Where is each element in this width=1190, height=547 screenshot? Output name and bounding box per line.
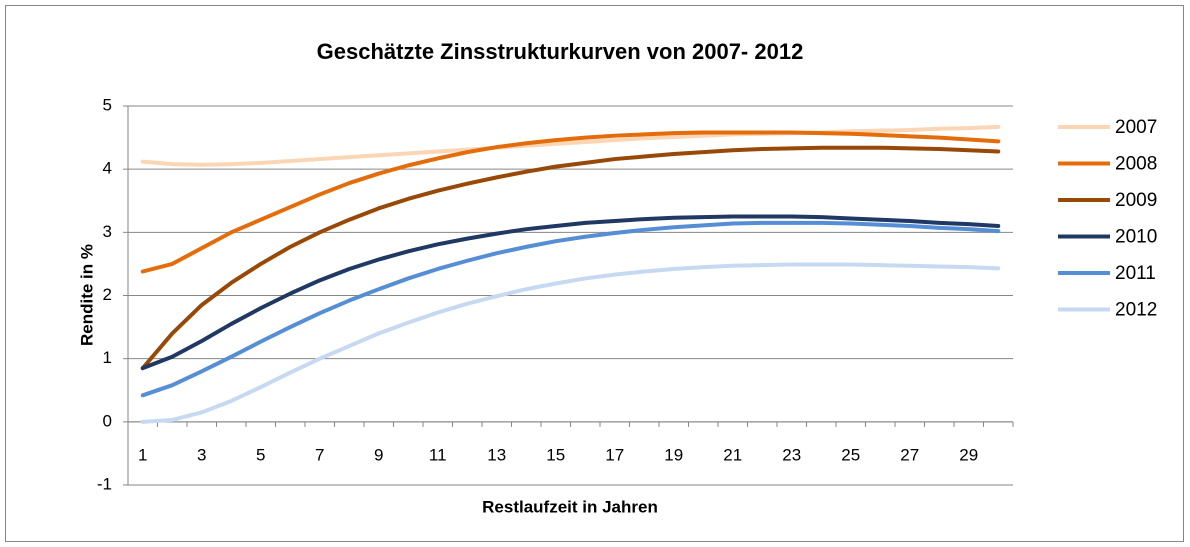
x-tick-label: 15 — [546, 445, 565, 464]
x-tick-label: 3 — [197, 445, 206, 464]
line-series — [140, 145, 1001, 371]
x-tick-label: 5 — [256, 445, 265, 464]
x-tick-label: 1 — [138, 445, 147, 464]
line-series — [140, 124, 1001, 167]
line-series — [140, 214, 1001, 371]
chart-title: Geschätzte Zinsstrukturkurven von 2007- … — [317, 39, 804, 64]
x-tick-label: 7 — [315, 445, 324, 464]
x-tick-label: 29 — [959, 445, 978, 464]
x-tick-label: 21 — [723, 445, 742, 464]
legend-label: 2012 — [1115, 300, 1157, 321]
chart-border — [5, 5, 1184, 542]
x-tick-label: 23 — [782, 445, 801, 464]
y-tick-label: 4 — [103, 159, 112, 178]
x-tick-label: 17 — [605, 445, 624, 464]
line-series — [140, 262, 1001, 424]
x-tick-label: 9 — [374, 445, 383, 464]
legend-label: 2010 — [1115, 227, 1157, 248]
y-tick-label: 2 — [103, 285, 112, 304]
line-series — [140, 220, 1001, 398]
x-tick-label: 27 — [900, 445, 919, 464]
legend-label: 2007 — [1115, 117, 1157, 138]
legend-label: 2009 — [1115, 190, 1157, 211]
line-series — [140, 130, 1001, 274]
x-tick-label: 25 — [841, 445, 860, 464]
y-tick-label: 1 — [103, 348, 112, 367]
legend-label: 2008 — [1115, 154, 1157, 175]
legend-label: 2011 — [1115, 263, 1156, 284]
x-tick-label: 13 — [487, 445, 506, 464]
y-axis-title: Rendite in % — [77, 244, 96, 346]
x-tick-label: 19 — [664, 445, 683, 464]
y-tick-label: 0 — [103, 411, 112, 430]
x-axis-title: Restlaufzeit in Jahren — [482, 497, 658, 516]
y-tick-label: 5 — [103, 95, 112, 114]
y-tick-label: -1 — [97, 474, 112, 493]
y-tick-label: 3 — [103, 222, 112, 241]
x-tick-label: 11 — [429, 445, 447, 464]
